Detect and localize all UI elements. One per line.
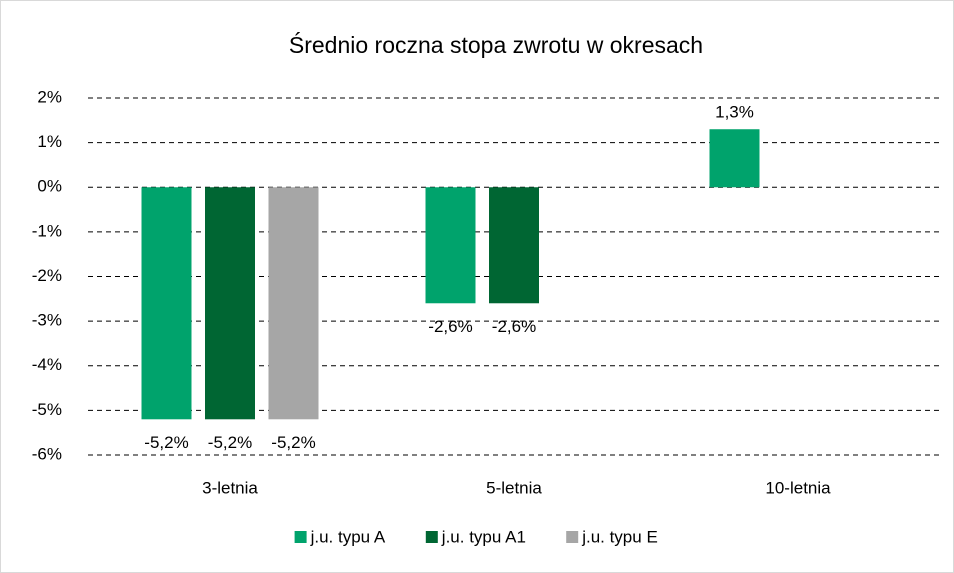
data-label: -2,6% (492, 317, 536, 336)
y-tick-label: -4% (32, 355, 62, 374)
legend-swatch (566, 531, 579, 543)
x-tick-label: 10-letnia (765, 478, 831, 497)
bar (141, 187, 192, 420)
legend-label: j.u. typu A1 (441, 527, 526, 546)
y-tick-label: -2% (32, 266, 62, 285)
y-tick-label: 0% (37, 177, 62, 196)
legend-swatch (425, 531, 438, 543)
bar (205, 187, 255, 420)
data-label: -5,2% (271, 433, 315, 452)
bar (709, 129, 760, 188)
data-label: 1,3% (715, 103, 754, 122)
bar (268, 187, 319, 420)
y-tick-label: -5% (32, 400, 62, 419)
y-tick-label: -6% (32, 444, 62, 463)
legend-swatch (294, 531, 307, 543)
bar (489, 187, 539, 304)
legend-label: j.u. typu A (310, 527, 386, 546)
y-tick-label: -3% (32, 311, 62, 330)
y-tick-label: -1% (32, 221, 62, 240)
data-label: -2,6% (428, 317, 472, 336)
legend-label: j.u. typu E (581, 527, 658, 546)
x-tick-label: 3-letnia (202, 478, 258, 497)
y-tick-label: 2% (37, 87, 62, 106)
chart-title: Średnio roczna stopa zwrotu w okresach (289, 31, 703, 58)
data-label: -5,2% (208, 433, 252, 452)
bar (425, 187, 476, 304)
x-tick-label: 5-letnia (486, 478, 542, 497)
y-tick-label: 1% (37, 132, 62, 151)
data-label: -5,2% (144, 433, 188, 452)
